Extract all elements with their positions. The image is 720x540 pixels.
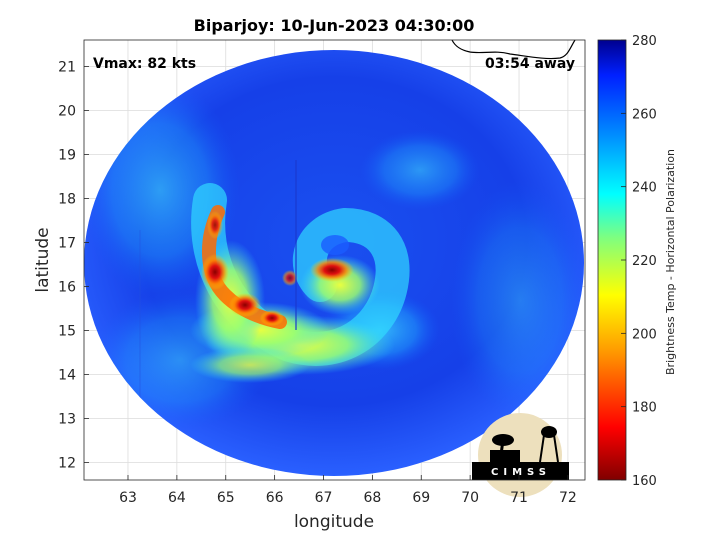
logo-text: CIMSS bbox=[491, 467, 551, 478]
coastline bbox=[451, 40, 576, 60]
colorbar-ticks: 160 180 200 220 240 260 280 bbox=[621, 34, 657, 489]
x-tick-label: 65 bbox=[217, 490, 235, 506]
time-away-annotation: 03:54 away bbox=[485, 56, 575, 72]
x-axis-label: longitude bbox=[294, 512, 374, 532]
vmax-annotation: Vmax: 82 kts bbox=[93, 56, 196, 72]
x-axis: 63 64 65 66 67 68 69 70 71 72 bbox=[119, 475, 577, 506]
colorbar-tick-label: 260 bbox=[632, 107, 657, 122]
chart-title: Biparjoy: 10-Jun-2023 04:30:00 bbox=[194, 16, 475, 35]
microwave-swath-image bbox=[84, 50, 584, 476]
y-tick-label: 21 bbox=[58, 59, 76, 75]
colorbar-tick-label: 180 bbox=[632, 401, 657, 416]
colorbar-tick-label: 240 bbox=[632, 181, 657, 196]
x-tick-label: 63 bbox=[119, 490, 137, 506]
x-tick-label: 72 bbox=[559, 490, 577, 506]
colorbar-label: Brightness Temp - Horizontal Polarizatio… bbox=[664, 149, 677, 375]
y-axis-label: latitude bbox=[33, 227, 53, 292]
x-tick-label: 69 bbox=[412, 490, 430, 506]
y-tick-label: 18 bbox=[58, 191, 76, 207]
y-tick-label: 13 bbox=[58, 411, 76, 427]
y-tick-label: 12 bbox=[58, 455, 76, 471]
colorbar-tick-label: 220 bbox=[632, 254, 657, 269]
colorbar-tick-label: 200 bbox=[632, 327, 657, 342]
x-tick-label: 64 bbox=[168, 490, 186, 506]
x-tick-label: 67 bbox=[315, 490, 333, 506]
y-tick-label: 20 bbox=[58, 103, 76, 119]
y-tick-label: 17 bbox=[58, 235, 76, 251]
plot-frame bbox=[83, 39, 586, 481]
y-tick-label: 19 bbox=[58, 147, 76, 163]
x-tick-label: 70 bbox=[461, 490, 479, 506]
x-tick-label: 71 bbox=[510, 490, 528, 506]
y-tick-label: 14 bbox=[58, 367, 76, 383]
colorbar-tick-label: 280 bbox=[632, 34, 657, 49]
colorbar-tick-label: 160 bbox=[632, 474, 657, 489]
x-tick-label: 66 bbox=[266, 490, 284, 506]
x-tick-label: 68 bbox=[363, 490, 381, 506]
y-tick-label: 15 bbox=[58, 323, 76, 339]
cimss-logo: CIMSS bbox=[472, 413, 569, 497]
y-tick-label: 16 bbox=[58, 279, 76, 295]
y-axis: 12 13 14 15 16 17 18 19 20 21 bbox=[58, 59, 89, 471]
